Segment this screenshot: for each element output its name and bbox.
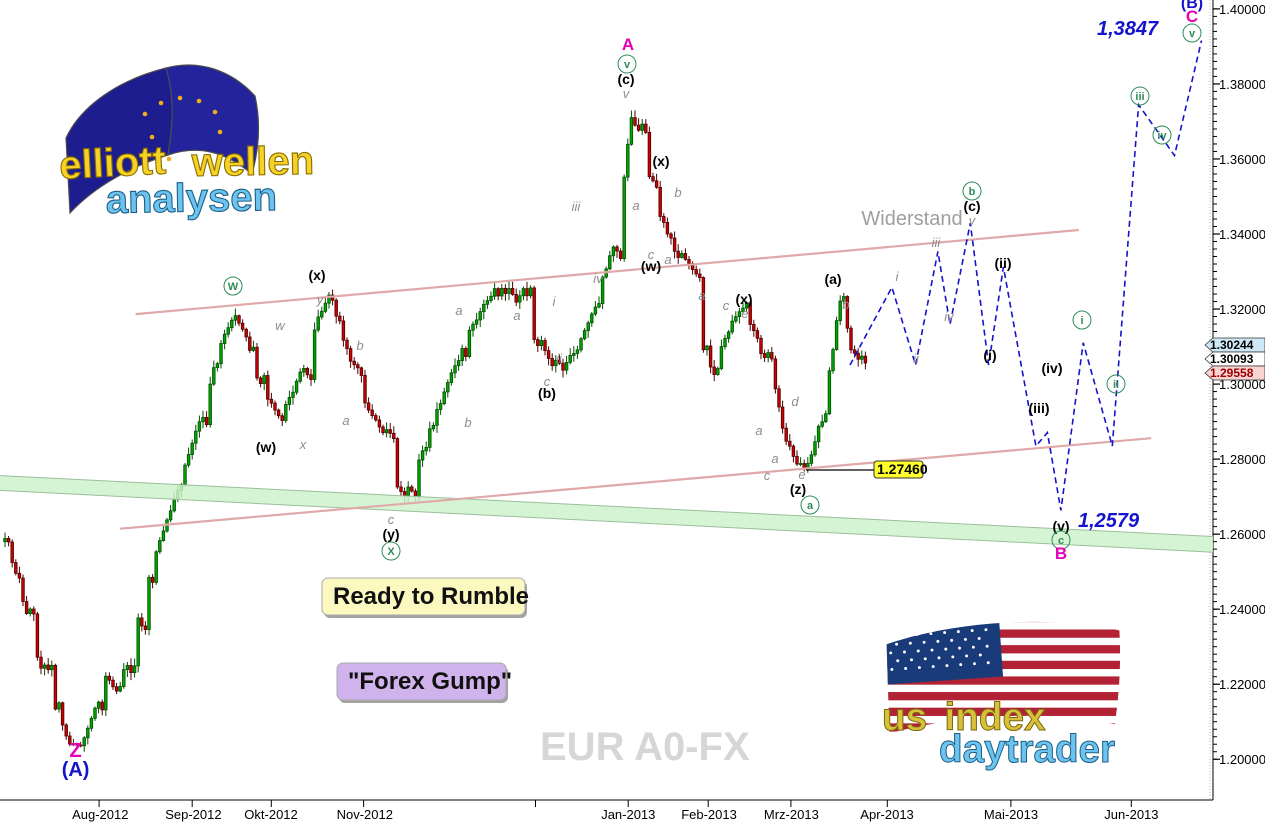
svg-text:1.34000: 1.34000	[1219, 227, 1265, 242]
svg-text:1.30093: 1.30093	[1210, 352, 1254, 366]
svg-text:(y): (y)	[382, 526, 399, 542]
svg-text:(w): (w)	[256, 439, 276, 455]
svg-text:a: a	[455, 303, 462, 318]
svg-text:w: w	[275, 318, 286, 333]
svg-text:a: a	[755, 423, 762, 438]
svg-text:v: v	[1189, 28, 1196, 40]
svg-text:b: b	[356, 338, 363, 353]
svg-text:us: us	[882, 696, 927, 739]
svg-text:1.24000: 1.24000	[1219, 602, 1265, 617]
svg-text:a: a	[771, 451, 778, 466]
svg-text:e: e	[798, 467, 805, 482]
svg-text:A: A	[622, 35, 634, 54]
svg-text:Feb-2013: Feb-2013	[681, 807, 737, 822]
svg-text:Jun-2013: Jun-2013	[1104, 807, 1158, 822]
svg-text:Ready to Rumble: Ready to Rumble	[333, 583, 529, 610]
svg-text:1.27460: 1.27460	[877, 461, 928, 477]
svg-text:1.38000: 1.38000	[1219, 77, 1265, 92]
svg-text:1.22000: 1.22000	[1219, 677, 1265, 692]
svg-text:i: i	[1080, 315, 1083, 327]
svg-text:d: d	[791, 394, 799, 409]
svg-text:(x): (x)	[735, 291, 752, 307]
svg-text:i: i	[896, 269, 900, 284]
svg-text:v: v	[623, 86, 631, 101]
svg-text:i: i	[553, 294, 557, 309]
svg-text:iv: iv	[1157, 130, 1167, 142]
svg-text:1.26000: 1.26000	[1219, 527, 1265, 542]
svg-text:Apr-2013: Apr-2013	[860, 807, 913, 822]
svg-text:iii: iii	[1135, 91, 1144, 103]
svg-text:e: e	[741, 306, 748, 321]
svg-text:iii: iii	[932, 235, 942, 250]
svg-text:1,3847: 1,3847	[1097, 18, 1159, 40]
svg-text:(i): (i)	[983, 347, 996, 363]
svg-text:b: b	[464, 415, 471, 430]
svg-text:Sep-2012: Sep-2012	[165, 807, 221, 822]
svg-text:(iv): (iv)	[1042, 360, 1063, 376]
svg-text:1.29558: 1.29558	[1210, 366, 1254, 380]
svg-text:ii: ii	[1113, 379, 1119, 391]
svg-text:Mrz-2013: Mrz-2013	[764, 807, 819, 822]
svg-text:b: b	[842, 297, 849, 312]
svg-text:(x): (x)	[652, 153, 669, 169]
svg-text:1,2579: 1,2579	[1078, 510, 1140, 532]
svg-text:x: x	[299, 437, 307, 452]
svg-text:1.28000: 1.28000	[1219, 452, 1265, 467]
svg-text:c: c	[723, 298, 730, 313]
svg-text:(c): (c)	[963, 198, 980, 214]
svg-text:B: B	[1055, 544, 1067, 563]
svg-text:Okt-2012: Okt-2012	[244, 807, 297, 822]
svg-text:(z): (z)	[790, 481, 806, 497]
svg-text:a: a	[513, 308, 520, 323]
svg-text:v: v	[969, 213, 977, 228]
svg-text:y: y	[316, 292, 325, 307]
svg-text:Aug-2012: Aug-2012	[72, 807, 128, 822]
svg-text:W: W	[228, 281, 239, 293]
svg-text:Widerstand: Widerstand	[861, 208, 962, 230]
svg-text:Jan-2013: Jan-2013	[601, 807, 655, 822]
svg-text:(b): (b)	[538, 385, 556, 401]
svg-text:ii: ii	[913, 351, 920, 366]
svg-text:b: b	[969, 186, 976, 198]
svg-text:daytrader: daytrader	[939, 728, 1115, 771]
svg-text:EUR A0-FX: EUR A0-FX	[540, 725, 750, 769]
svg-text:c: c	[764, 468, 771, 483]
svg-text:iv: iv	[944, 309, 955, 324]
svg-text:X: X	[387, 546, 395, 558]
svg-text:1.36000: 1.36000	[1219, 152, 1265, 167]
svg-text:iv: iv	[593, 271, 604, 286]
svg-text:(v): (v)	[1052, 518, 1069, 534]
svg-text:a: a	[807, 500, 814, 512]
svg-text:analysen: analysen	[105, 175, 277, 222]
svg-text:(ii): (ii)	[994, 255, 1011, 271]
svg-text:(iii): (iii)	[1029, 400, 1050, 416]
svg-text:a: a	[664, 252, 671, 267]
svg-text:(a): (a)	[824, 271, 841, 287]
svg-text:1.32000: 1.32000	[1219, 302, 1265, 317]
svg-text:(c): (c)	[617, 71, 634, 87]
svg-text:(A): (A)	[62, 759, 90, 781]
svg-text:"Forex Gump": "Forex Gump"	[348, 668, 512, 695]
svg-text:c: c	[388, 512, 395, 527]
svg-text:1.20000: 1.20000	[1219, 752, 1265, 767]
svg-text:C: C	[1186, 7, 1198, 26]
svg-text:b: b	[674, 185, 681, 200]
svg-text:(x): (x)	[308, 267, 325, 283]
svg-text:a: a	[342, 413, 349, 428]
svg-text:1.30244: 1.30244	[1210, 338, 1254, 352]
svg-text:a: a	[632, 198, 639, 213]
svg-text:(w): (w)	[641, 258, 661, 274]
svg-text:1.40000: 1.40000	[1219, 2, 1265, 17]
svg-text:a: a	[698, 288, 705, 303]
svg-text:Nov-2012: Nov-2012	[337, 807, 393, 822]
svg-text:iii: iii	[572, 199, 582, 214]
svg-text:Mai-2013: Mai-2013	[984, 807, 1038, 822]
svg-text:v: v	[624, 59, 631, 71]
